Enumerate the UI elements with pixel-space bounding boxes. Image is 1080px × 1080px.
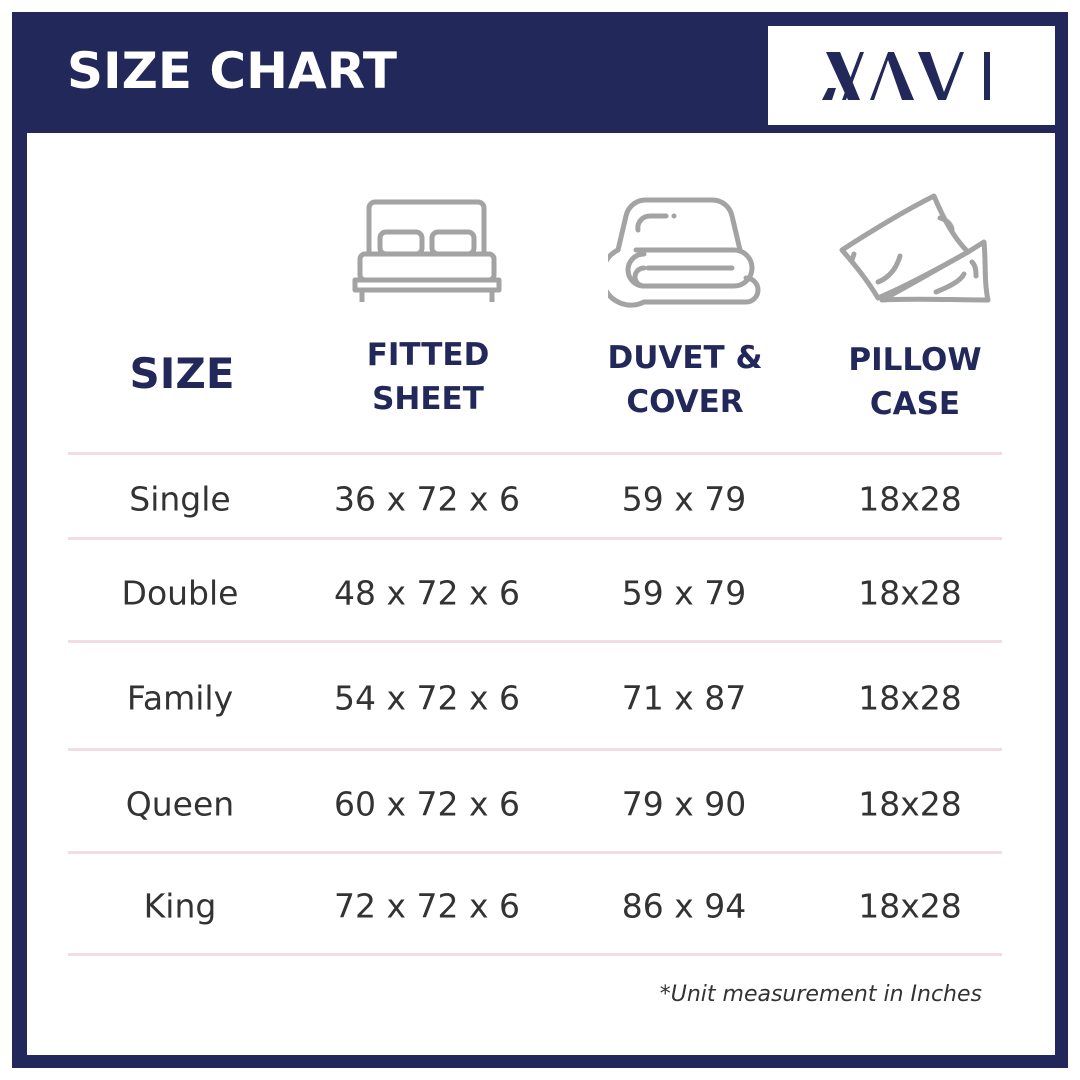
cell-duvet: 86 x 94 <box>621 886 747 926</box>
cell-pillow: 18x28 <box>858 784 962 823</box>
row-divider <box>68 748 1002 751</box>
navi-logo-icon <box>822 52 990 100</box>
header-line: CASE <box>869 386 961 422</box>
header-fitted-sheet: FITTED SHEET <box>367 333 490 421</box>
header-line: PILLOW <box>848 342 982 378</box>
header-size: SIZE <box>129 349 235 398</box>
cell-fitted: 72 x 72 x 6 <box>334 886 520 926</box>
cell-duvet: 79 x 90 <box>621 784 747 823</box>
header-line: DUVET & <box>607 340 763 376</box>
header-line: COVER <box>626 384 744 420</box>
cell-size: Single <box>129 479 231 518</box>
cell-fitted: 54 x 72 x 6 <box>334 678 520 718</box>
pillows-icon <box>839 193 991 303</box>
bed-icon <box>352 199 502 302</box>
brand-logo <box>768 26 1055 125</box>
cell-pillow: 18x28 <box>858 678 962 718</box>
header-line: FITTED <box>366 337 490 373</box>
cell-duvet: 71 x 87 <box>621 678 747 718</box>
cell-fitted: 60 x 72 x 6 <box>334 784 520 823</box>
cell-size: King <box>143 886 217 926</box>
cell-duvet: 59 x 79 <box>621 573 747 612</box>
cell-fitted: 36 x 72 x 6 <box>334 479 520 518</box>
header-duvet-cover: DUVET & COVER <box>607 336 762 424</box>
row-divider <box>68 640 1002 643</box>
folded-duvet-icon <box>608 197 761 308</box>
cell-pillow: 18x28 <box>858 886 962 926</box>
cell-duvet: 59 x 79 <box>621 479 747 518</box>
row-divider <box>68 953 1002 956</box>
cell-size: Double <box>121 573 239 612</box>
row-divider <box>68 537 1002 540</box>
row-divider <box>68 851 1002 854</box>
row-divider <box>68 452 1002 455</box>
cell-pillow: 18x28 <box>858 573 962 612</box>
cell-fitted: 48 x 72 x 6 <box>334 573 520 612</box>
unit-note: *Unit measurement in Inches <box>659 982 982 1007</box>
header-line: SHEET <box>372 381 484 417</box>
page-title: SIZE CHART <box>67 42 398 100</box>
cell-pillow: 18x28 <box>858 479 962 518</box>
cell-size: Family <box>126 678 234 718</box>
cell-size: Queen <box>125 784 235 823</box>
header-pillow-case: PILLOW CASE <box>848 338 981 426</box>
chart-panel <box>27 133 1055 1055</box>
